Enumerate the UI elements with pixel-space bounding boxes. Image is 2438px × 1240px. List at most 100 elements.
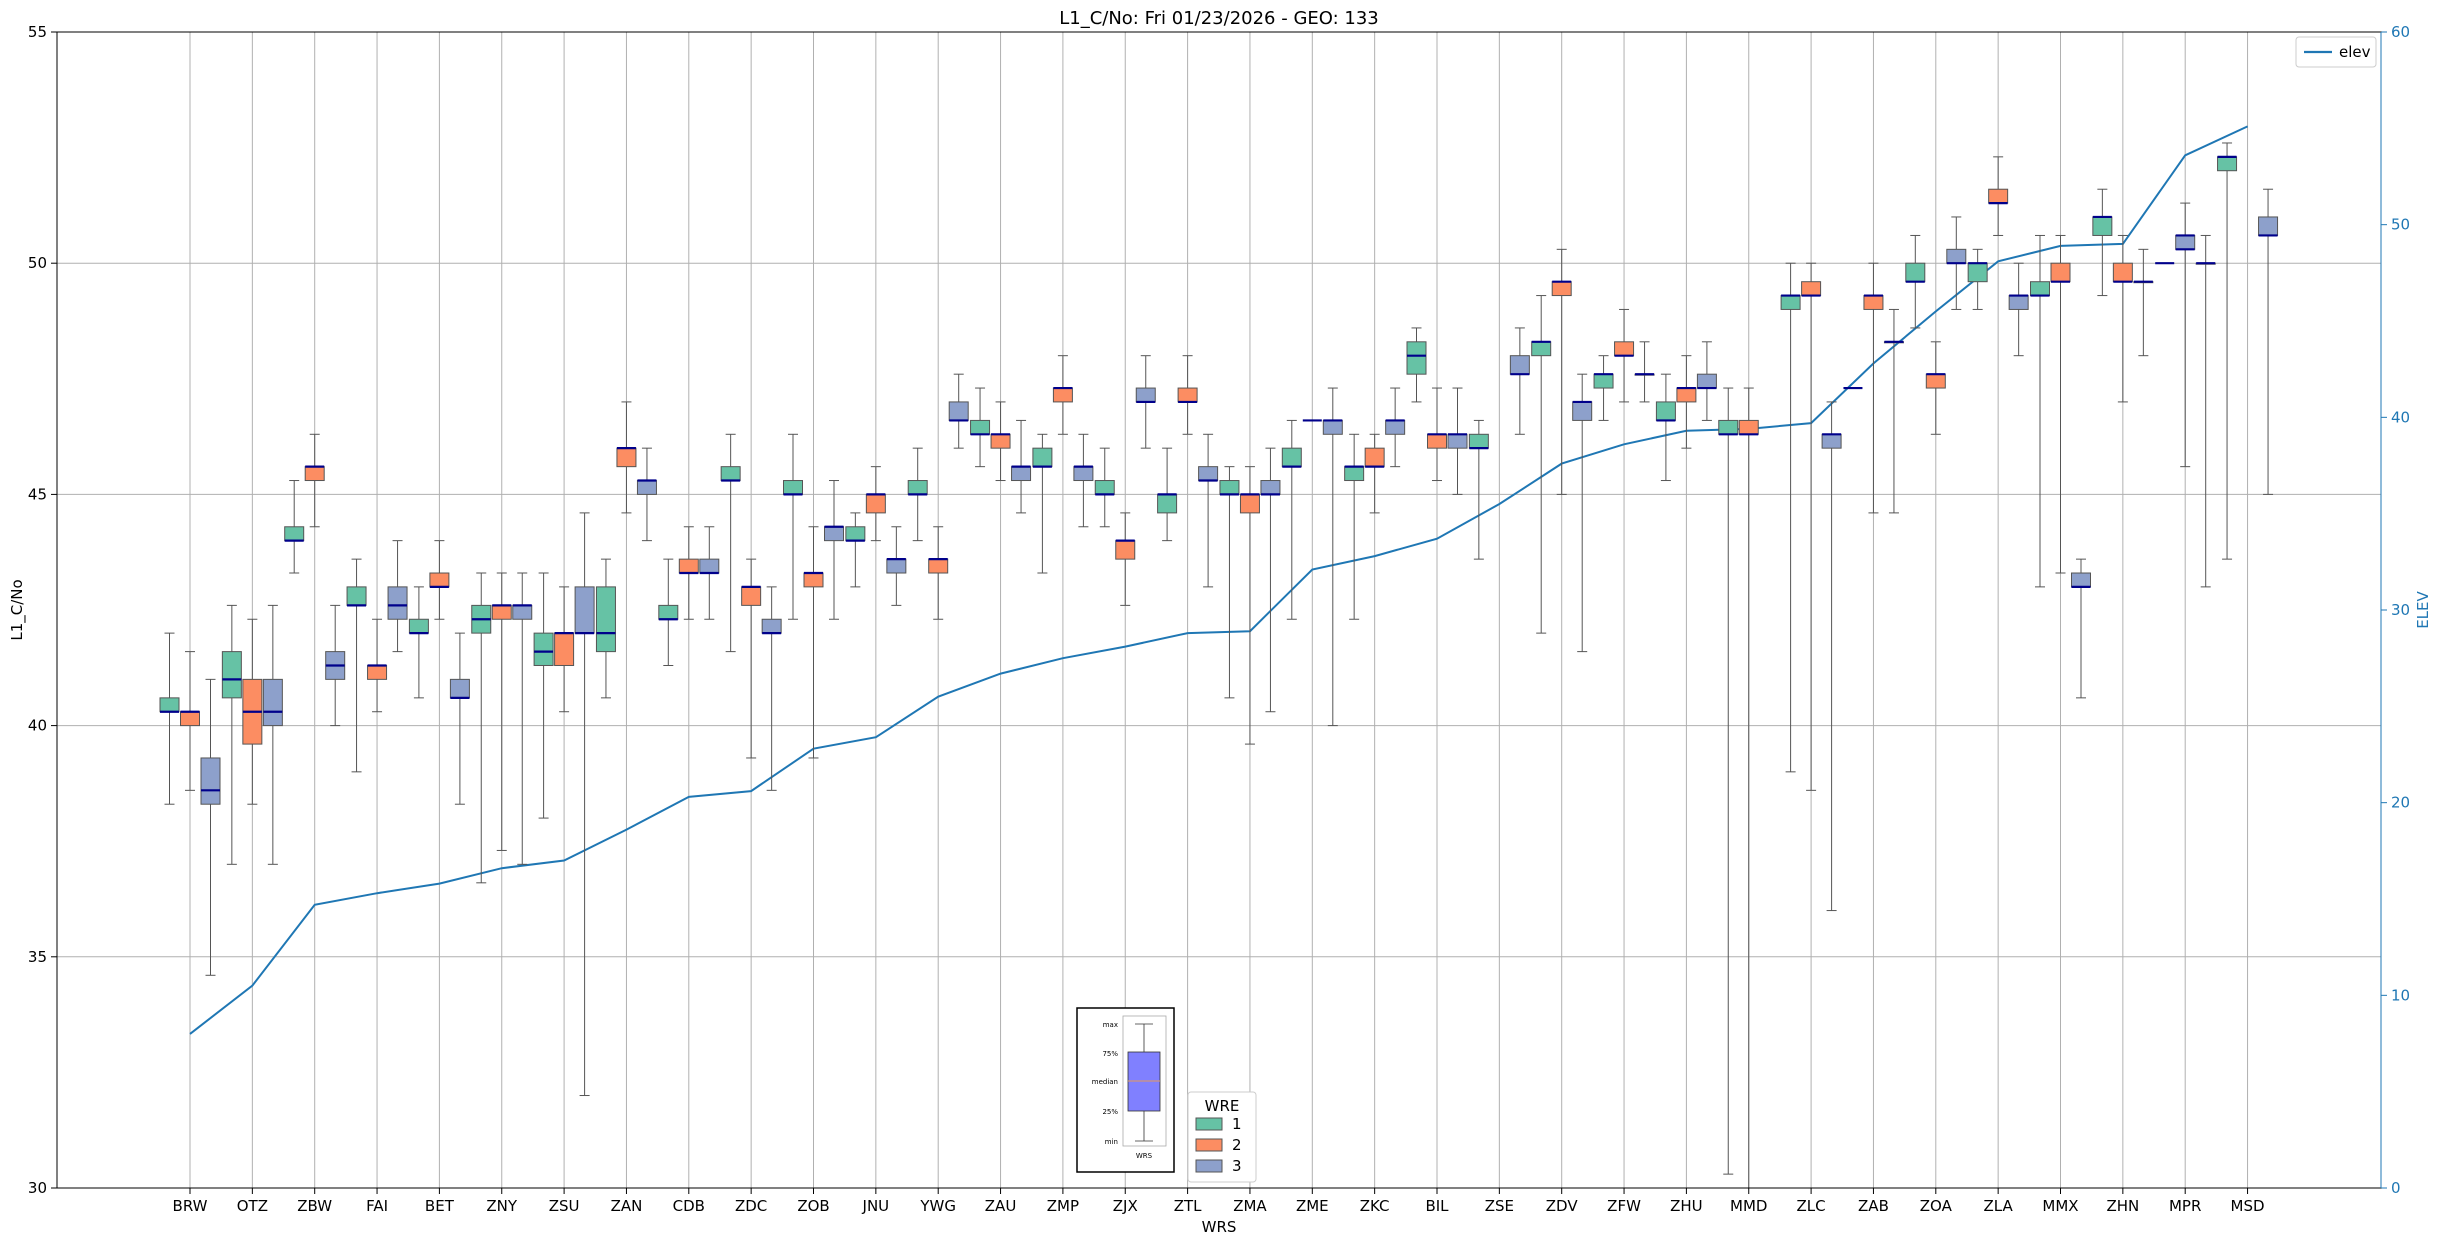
iqr-box [1385,419,1406,435]
iqr-box [1177,387,1198,403]
iqr-box [699,558,720,574]
box-ZMA-wre1 [1219,466,1240,699]
box-OTZ-wre2 [242,618,263,805]
iqr-box [533,632,554,666]
box-BRW-wre3 [200,678,221,976]
key-xlabel: WRS [1136,1152,1153,1160]
y2-tick-label-10: 10 [2391,986,2410,1004]
iqr-box [1780,295,1801,310]
y-tick-label-30: 30 [28,1179,47,1197]
elev-legend-label: elev [2339,43,2371,61]
boxplot-key-inset: max 75% median 25% min WRS [1076,1007,1175,1173]
iqr-box [1801,281,1822,297]
iqr-box [595,586,616,653]
iqr-box [741,586,762,606]
iqr-box [2008,295,2029,310]
box-OTZ-wre3 [262,604,283,865]
box-MSD-wre1 [2217,142,2238,560]
iqr-box [367,664,388,680]
iqr-box [284,526,305,542]
iqr-box [512,604,533,620]
iqr-box [658,604,679,620]
box-ZKC-wre1 [1344,433,1365,620]
box-ZLA-wre3 [2008,262,2029,357]
box-ZBW-wre3 [325,604,346,727]
box-ZMP-wre2 [1052,355,1073,435]
iqr-box [1115,540,1136,560]
y2-tick-label-30: 30 [2391,601,2410,619]
box-FAI-wre1 [346,558,367,773]
box-ZDV-wre1 [1531,295,1552,634]
box-CDB-wre1 [658,558,679,666]
y2-tick-label-40: 40 [2391,408,2410,426]
box-ZHN-wre3 [2133,248,2154,357]
box-MMX-wre2 [2050,234,2071,574]
iqr-box [1593,373,1614,389]
iqr-box [2030,281,2050,297]
y2-tick-label-20: 20 [2391,794,2410,812]
box-ZNY-wre1 [471,572,492,884]
x-tick-label-ZFW: ZFW [1607,1197,1641,1215]
iqr-box [2175,234,2196,250]
box-ZKC-wre2 [1364,433,1385,514]
iqr-box [783,480,803,495]
box-YWG-wre2 [928,526,949,620]
iqr-box [1925,373,1946,389]
iqr-box [761,618,782,634]
box-ZAB-wre2 [1863,262,1884,514]
key-label-max: max [1103,1021,1118,1029]
wre-legend-swatch-1 [1195,1117,1223,1131]
iqr-box [1655,401,1676,421]
iqr-box [824,526,844,542]
y2-tick-label-50: 50 [2391,216,2410,234]
wre-legend-swatch-3 [1195,1159,1223,1173]
x-tick-label-ZLA: ZLA [1984,1197,2014,1215]
box-YWG-wre3 [948,373,969,449]
box-MMX-wre3 [2071,558,2091,699]
box-ZNY-wre3 [512,572,533,865]
x-tick-label-FAI: FAI [366,1197,388,1215]
box-ZSU-wre3 [574,512,595,1097]
box-YWG-wre1 [907,447,928,542]
box-ZFW-wre3 [1634,341,1655,403]
iqr-box [1406,341,1427,375]
iqr-box [1198,466,1219,482]
box-ZHU-wre3 [1696,341,1717,421]
iqr-box [429,572,450,588]
iqr-box [907,480,928,495]
iqr-box [720,466,741,482]
wre-legend-swatch-2 [1195,1138,1223,1152]
x-tick-label-ZHU: ZHU [1670,1197,1703,1215]
iqr-box [2071,572,2091,588]
box-ZDV-wre2 [1551,248,1572,495]
box-OTZ-wre1 [221,604,242,865]
iqr-box [1281,447,1302,468]
box-FAI-wre3 [387,540,408,653]
y-tick-label-50: 50 [28,254,47,272]
iqr-box [491,604,512,620]
box-ZTL-wre3 [1198,433,1219,588]
box-ZNY-wre2 [491,572,512,851]
iqr-box [1427,433,1447,449]
elev-legend-frame [2295,36,2377,68]
box-MPR-wre2-extra [2175,202,2196,468]
box-ZDC-wre3 [761,586,782,791]
x-tick-label-YWG: YWG [919,1197,956,1215]
box-MPR-wre3 [2195,234,2216,588]
x-tick-label-ZAN: ZAN [611,1197,643,1215]
box-ZAU-wre2 [990,401,1011,482]
x-tick-label-ZNY: ZNY [486,1197,517,1215]
iqr-box [1821,433,1842,449]
x-tick-label-ZDC: ZDC [735,1197,767,1215]
x-tick-label-ZLC: ZLC [1797,1197,1826,1215]
iqr-box [1344,466,1365,482]
elev-line [189,125,2249,1035]
iqr-box [865,493,886,514]
y-tick-label-45: 45 [28,485,47,503]
iqr-box [1094,480,1115,495]
wre-legend-items: 1 2 3 [1195,1115,1242,1175]
x-tick-label-JNU: JNU [862,1197,890,1215]
x-axis-title: WRS [1202,1218,1237,1236]
box-MMD-wre1 [1718,387,1739,1175]
